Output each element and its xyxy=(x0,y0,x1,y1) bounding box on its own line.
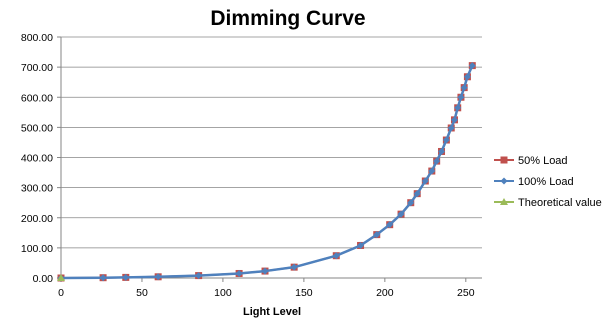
data-point-100-load xyxy=(122,273,130,281)
data-point-theoretical-value xyxy=(57,274,65,281)
data-point-100-load xyxy=(428,167,436,175)
y-tick-labels: 0.00 100.00 200.00 300.00 400.00 500.00 600.00… xyxy=(21,32,61,285)
y-tick-label: 800.00 xyxy=(21,32,53,44)
data-point-100-load xyxy=(447,124,455,132)
data-point-100-load xyxy=(460,84,468,92)
data-point-100-load xyxy=(421,177,429,185)
data-point-100-load xyxy=(468,62,476,70)
data-point-100-load xyxy=(457,93,465,101)
y-tick-label: 100.00 xyxy=(21,243,53,255)
gridlines xyxy=(61,36,482,249)
data-point-100-load xyxy=(357,241,365,249)
data-point-100-load xyxy=(438,147,446,155)
y-tick-label: 0.00 xyxy=(33,273,54,285)
data-point-100-load xyxy=(235,269,243,277)
legend-marker xyxy=(500,198,508,205)
legend-item-100-load: 100% Load xyxy=(494,176,574,188)
legend-item-theoretical-value: Theoretical value xyxy=(494,197,602,209)
legend-marker xyxy=(500,156,508,164)
series-100-load xyxy=(57,62,476,282)
data-point-100-load xyxy=(154,273,162,281)
y-tick-label: 200.00 xyxy=(21,213,53,225)
data-point-100-load xyxy=(463,73,471,81)
data-point-100-load xyxy=(454,104,462,112)
data-point-100-load xyxy=(373,231,381,239)
data-point-100-load xyxy=(450,116,458,124)
data-point-100-load xyxy=(99,274,107,282)
data-point-100-load xyxy=(386,221,394,229)
legend-marker xyxy=(500,177,508,185)
legend-item-50-load: 50% Load xyxy=(494,155,568,167)
y-tick-label: 300.00 xyxy=(21,183,53,195)
series-theoretical-value xyxy=(57,274,65,281)
x-tick-label: 100 xyxy=(214,287,232,299)
x-tick-label: 50 xyxy=(136,287,148,299)
data-point-100-load xyxy=(261,267,269,275)
data-point-100-load xyxy=(433,157,441,165)
data-point-100-load xyxy=(442,136,450,144)
legend-label: Theoretical value xyxy=(518,197,602,209)
legend-label: 100% Load xyxy=(518,176,574,188)
x-tick-label: 250 xyxy=(457,287,475,299)
legend: 50% Load 100% Load Theoretical value xyxy=(494,155,602,209)
data-point-100-load xyxy=(413,190,421,198)
data-point-100-load xyxy=(397,210,405,218)
data-point-100-load xyxy=(290,263,298,271)
x-tick-labels: 0 50 100 150 200 250 xyxy=(58,278,475,299)
x-axis-label: Light Level xyxy=(243,306,301,318)
data-point-100-load xyxy=(195,272,203,280)
x-tick-label: 200 xyxy=(376,287,394,299)
series-50-load xyxy=(57,62,476,282)
y-tick-label: 700.00 xyxy=(21,62,53,74)
data-point-100-load xyxy=(332,252,340,260)
chart-title: Dimming Curve xyxy=(210,7,365,30)
y-tick-label: 500.00 xyxy=(21,122,53,134)
y-tick-label: 400.00 xyxy=(21,153,53,165)
x-tick-label: 0 xyxy=(58,287,64,299)
series-layer xyxy=(57,62,476,282)
legend-label: 50% Load xyxy=(518,155,568,167)
y-tick-label: 600.00 xyxy=(21,92,53,104)
x-tick-label: 150 xyxy=(295,287,313,299)
data-point-100-load xyxy=(407,199,415,207)
